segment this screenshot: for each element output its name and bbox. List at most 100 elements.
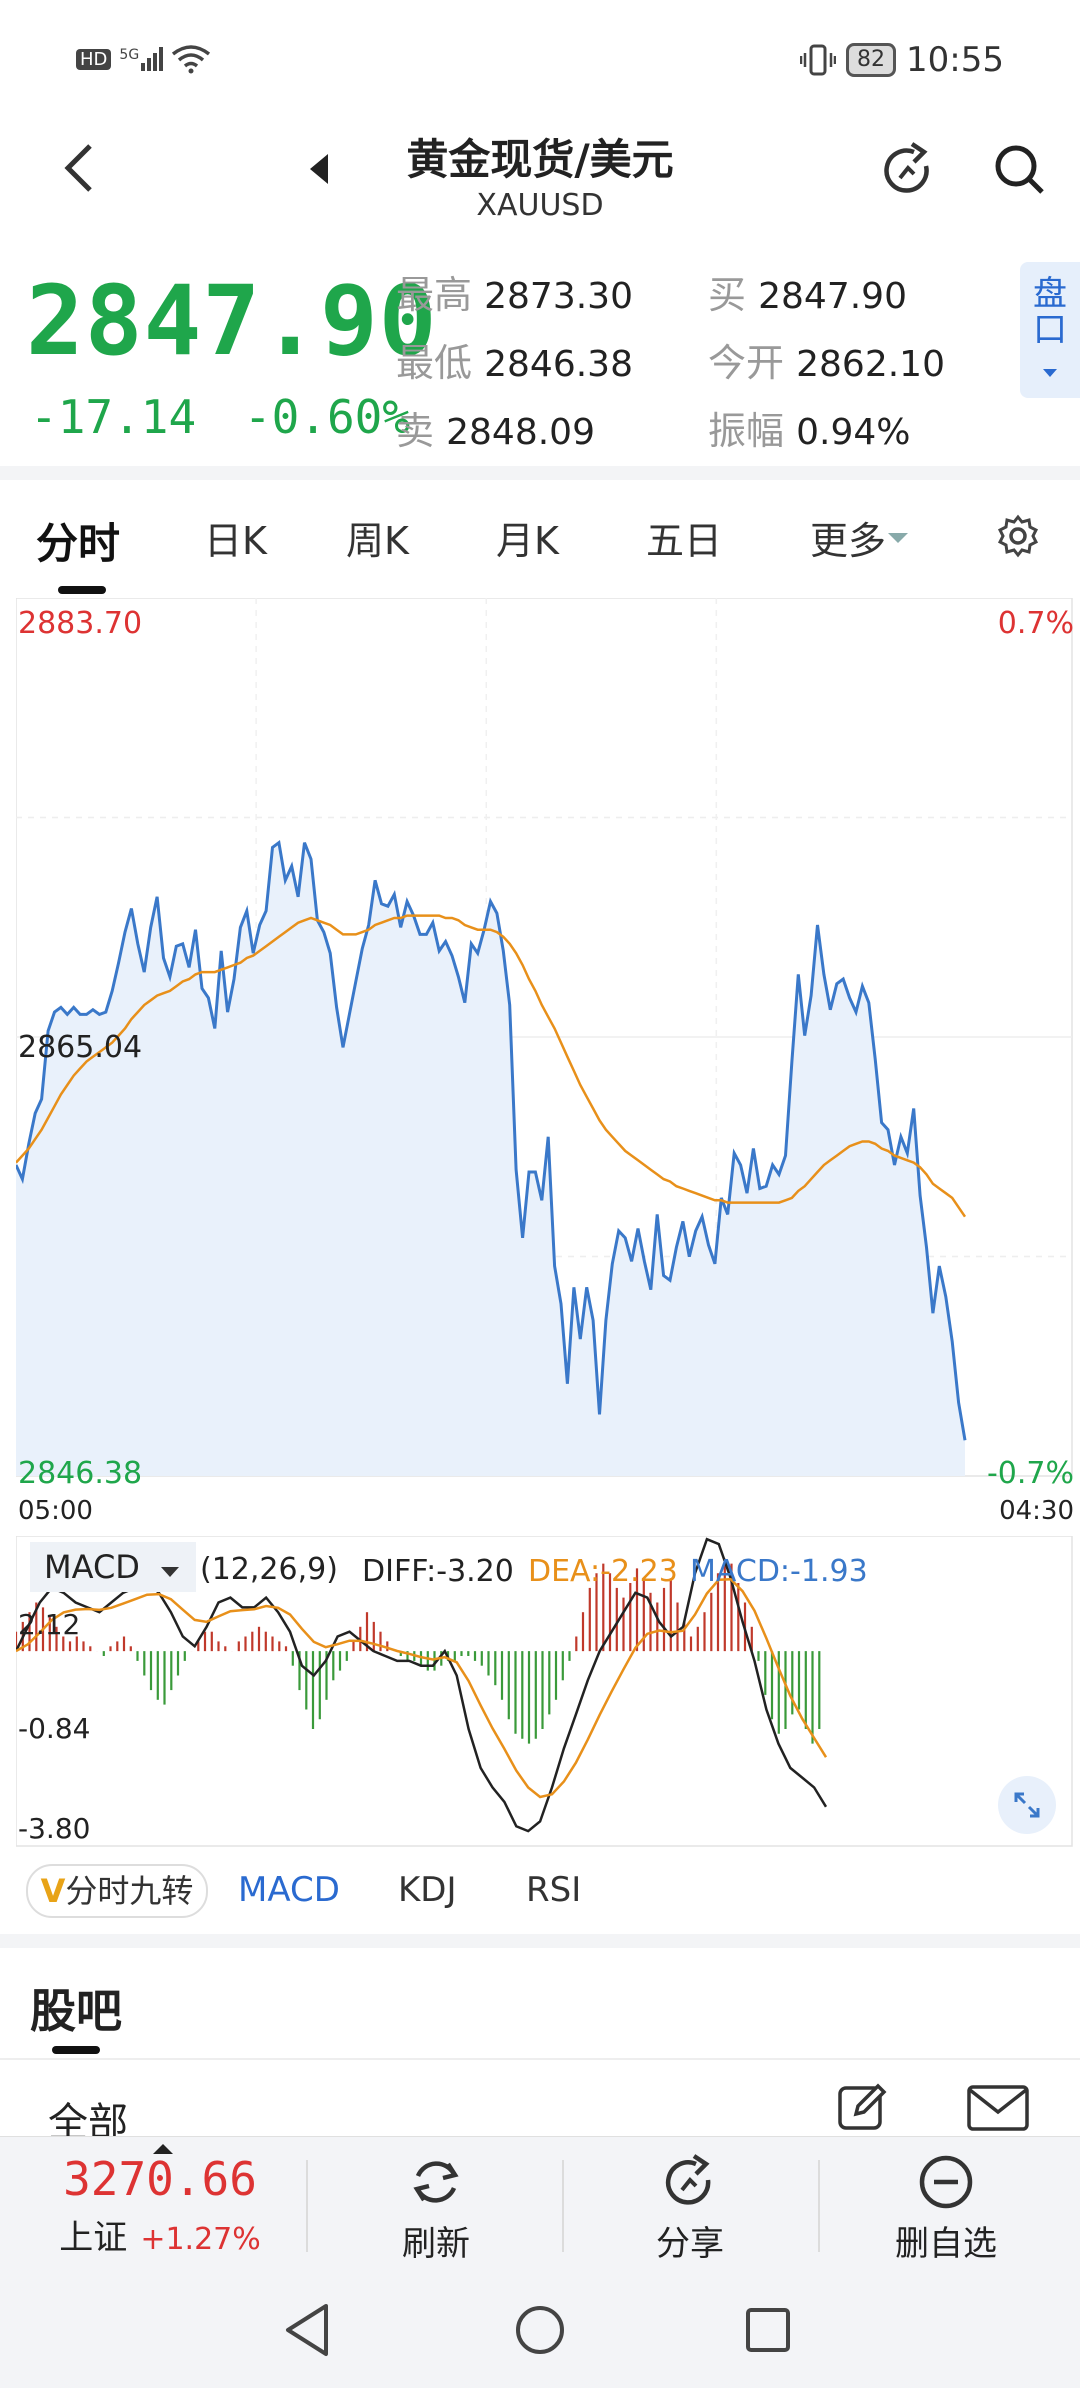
square-recents-icon (746, 2308, 790, 2352)
hd-icon: HD (76, 48, 112, 70)
battery-icon: 82 (846, 43, 897, 77)
edit-icon (838, 2083, 887, 2130)
caret-up-icon (153, 2144, 173, 2154)
page-title: 黄金现货/美元 (406, 135, 674, 184)
low-row: 最低 2846.38 (396, 341, 633, 385)
tab-weekly-k[interactable]: 周K (346, 519, 409, 563)
nine-turn-toggle[interactable]: V分时九转 (26, 1864, 208, 1918)
section-divider (0, 466, 1080, 480)
price-area (16, 842, 965, 1476)
status-right: 82 10:55 (800, 40, 1004, 80)
section-divider (0, 1934, 1080, 1948)
triangle-back-icon (286, 2304, 328, 2356)
clock: 10:55 (906, 40, 1004, 80)
tab-monthly-k[interactable]: 月K (496, 519, 559, 563)
high-value: 2873.30 (484, 276, 633, 317)
caret-down-icon (1043, 369, 1057, 377)
change-percent: -0.60% (243, 390, 411, 444)
minus-circle-icon (919, 2155, 973, 2209)
average-line (15, 914, 967, 1218)
chart-settings-button[interactable] (996, 514, 1040, 562)
indicator-tab-rsi[interactable]: RSI (526, 1870, 582, 1910)
nav-recents-button[interactable] (744, 2306, 792, 2358)
macd-diff: DIFF:-3.20 (362, 1554, 514, 1589)
sell-row: 卖 2848.09 (396, 409, 595, 453)
indicator-tab-macd[interactable]: MACD (238, 1870, 340, 1910)
share-header-button[interactable] (878, 140, 938, 200)
tab-indicator (58, 586, 106, 594)
status-left-icons: HD 5G (76, 44, 211, 74)
previous-instrument-button[interactable] (306, 152, 332, 190)
index-value: 3270.66 (63, 2152, 257, 2206)
search-button[interactable] (990, 140, 1050, 200)
toolbar-separator (562, 2160, 564, 2252)
high-row: 最高 2873.30 (396, 273, 633, 317)
forum-divider (0, 2058, 1080, 2060)
tab-intraday[interactable]: 分时 (36, 519, 121, 568)
share-button[interactable]: 分享 (600, 2136, 780, 2276)
buy-row: 买 2847.90 (708, 273, 907, 317)
search-icon (995, 145, 1044, 194)
index-ticker[interactable]: 3270.66 上证 +1.27% (40, 2136, 280, 2276)
open-value: 2862.10 (796, 344, 945, 385)
wifi-icon (172, 45, 211, 74)
y-axis-mid-label: 2865.04 (18, 1030, 143, 1065)
amplitude-value: 0.94% (796, 412, 911, 453)
gear-icon (997, 514, 1039, 558)
indicator-tab-kdj[interactable]: KDJ (398, 1870, 457, 1910)
dea-line (15, 1578, 828, 1799)
system-nav-bar (0, 2276, 1080, 2388)
macd-params: (12,26,9) (200, 1552, 338, 1587)
sell-value: 2848.09 (446, 412, 595, 453)
low-value: 2846.38 (484, 344, 633, 385)
buy-value: 2847.90 (758, 276, 907, 317)
macd-y-top: 2.12 (18, 1608, 81, 1641)
toolbar-separator (818, 2160, 820, 2252)
y-axis-min-label: 2846.38 (18, 1456, 143, 1491)
tab-five-day[interactable]: 五日 (646, 519, 723, 563)
forum-tab-indicator (52, 2046, 100, 2054)
macd-dea: DEA:-2.23 (528, 1554, 678, 1589)
index-ticker-caret (152, 2140, 174, 2159)
tab-more[interactable]: 更多 (810, 510, 910, 565)
refresh-icon (413, 2161, 459, 2203)
price-line (14, 840, 967, 1441)
compose-post-button[interactable] (836, 2080, 890, 2138)
nav-home-button[interactable] (514, 2304, 566, 2360)
index-name: 上证 (59, 2218, 128, 2258)
change-value: -17.14 (30, 390, 197, 444)
caret-down-icon (888, 532, 909, 543)
pct-axis-min-label: -0.7% (986, 1456, 1074, 1491)
amplitude-row: 振幅 0.94% (708, 409, 911, 453)
macd-y-bottom: -3.80 (18, 1812, 91, 1845)
order-book-button[interactable]: 盘口 (1020, 262, 1080, 398)
caret-down-icon (161, 1567, 180, 1577)
messages-button[interactable] (966, 2084, 1030, 2136)
toolbar-separator (306, 2160, 308, 2252)
macd-selector[interactable]: MACD (30, 1542, 196, 1592)
intraday-chart[interactable] (14, 597, 1074, 1488)
macd-value: MACD:-1.93 (690, 1554, 868, 1589)
last-price: 2847.90 (26, 265, 438, 377)
vibrate-icon (800, 44, 837, 76)
mail-icon (967, 2085, 1029, 2131)
v-badge-icon: V (40, 1872, 66, 1910)
refresh-button[interactable]: 刷新 (346, 2136, 526, 2276)
forum-title[interactable]: 股吧 (30, 1984, 122, 2038)
caret-left-icon (310, 154, 328, 184)
time-start-label: 05:00 (18, 1496, 93, 1526)
signal-5g-icon: 5G (119, 47, 164, 71)
refresh-arrow-icon (884, 142, 929, 193)
tab-daily-k[interactable]: 日K (204, 519, 267, 563)
index-percent: +1.27% (140, 2222, 261, 2257)
expand-chart-button[interactable] (998, 1776, 1056, 1834)
pct-axis-max-label: 0.7% (997, 606, 1074, 641)
expand-icon (1014, 1792, 1040, 1818)
time-end-label: 04:30 (999, 1496, 1074, 1526)
circle-home-icon (516, 2306, 564, 2354)
instrument-code: XAUUSD (476, 188, 604, 223)
back-button[interactable] (60, 140, 100, 200)
remove-watchlist-button[interactable]: 删自选 (856, 2136, 1036, 2276)
open-row: 今开 2862.10 (708, 341, 945, 385)
nav-back-button[interactable] (282, 2302, 332, 2362)
